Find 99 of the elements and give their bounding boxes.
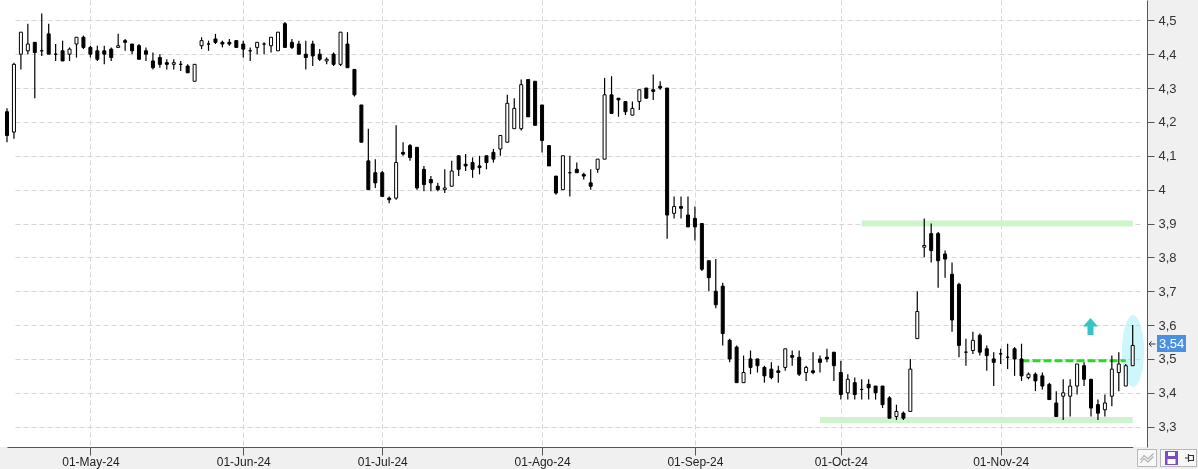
candlestick <box>991 351 996 387</box>
y-tick-label: 3,5 <box>1158 351 1177 367</box>
candlestick <box>456 155 461 177</box>
candlestick <box>102 45 107 65</box>
y-tick-label: 3,3 <box>1158 419 1177 435</box>
candlestick <box>442 168 447 194</box>
candlestick <box>547 145 551 167</box>
candlestick <box>380 170 385 198</box>
candlestick <box>401 141 406 157</box>
candlestick <box>282 21 287 49</box>
y-tick-label: 4,2 <box>1158 114 1177 130</box>
candlestick <box>811 351 816 375</box>
candlestick <box>797 349 802 377</box>
candlestick <box>748 349 753 375</box>
candlestick <box>804 365 809 382</box>
candlestick <box>143 46 148 62</box>
candlestick <box>449 160 454 187</box>
candlestick <box>706 260 711 292</box>
x-tick-label: 01-Jun-24 <box>216 454 272 469</box>
candlestick <box>679 195 684 220</box>
candlestick <box>1075 363 1080 396</box>
candlestick <box>60 40 65 62</box>
candlestick <box>824 348 829 363</box>
candlestick <box>421 165 426 192</box>
candlestick <box>880 385 885 409</box>
candlestick <box>310 40 315 67</box>
y-tick-label: 4,1 <box>1158 148 1177 164</box>
candlestick <box>18 31 23 71</box>
candlestick <box>616 97 621 118</box>
candlestick <box>637 89 642 111</box>
candlestick <box>553 175 558 196</box>
candlestick <box>977 332 982 357</box>
x-tick-label: 01-May-24 <box>62 454 120 469</box>
y-tick-label: 3,8 <box>1158 249 1177 265</box>
candlestick <box>783 348 788 372</box>
candlestick <box>1130 324 1135 367</box>
candlestick <box>1082 361 1087 387</box>
candlestick <box>1061 378 1066 421</box>
candlestick <box>428 175 433 192</box>
y-tick-label: 3,9 <box>1158 216 1177 231</box>
x-tick-label: 01-Sep-24 <box>667 454 724 469</box>
text: 3,54 <box>1157 335 1187 353</box>
candlestick <box>692 205 697 242</box>
y-tick-label: 4,4 <box>1158 46 1177 62</box>
candlestick <box>512 97 517 130</box>
candlestick <box>345 31 350 69</box>
y-tick-label: 4 <box>1158 182 1166 198</box>
candlestick <box>831 351 836 382</box>
candlestick <box>929 222 934 264</box>
x-tick-label: 01-Jul-24 <box>357 454 409 469</box>
x-tick-label: 01-Ago-24 <box>514 454 571 469</box>
candlestick <box>852 376 857 401</box>
candlestick <box>74 36 79 59</box>
candlestick <box>1095 398 1100 421</box>
candlestick <box>672 195 677 220</box>
candlestick <box>470 156 475 179</box>
candlestick <box>845 373 850 401</box>
candlestick <box>1019 343 1024 382</box>
candlestick <box>609 75 614 115</box>
candlestick <box>498 134 503 157</box>
candlestick <box>651 73 656 101</box>
candlestick <box>1033 371 1038 392</box>
candlestick <box>32 41 37 99</box>
candlestick <box>5 107 9 143</box>
candlestick <box>970 331 975 355</box>
candlestick <box>1123 363 1128 387</box>
candlestick <box>818 354 823 374</box>
y-tick-label: 3,6 <box>1158 317 1177 333</box>
candlestick <box>741 354 746 384</box>
candlestick <box>46 23 51 55</box>
candlestick <box>685 195 690 228</box>
candlestick <box>1068 378 1073 418</box>
candlestick <box>262 41 267 55</box>
candlestick <box>588 168 593 191</box>
candlestick <box>25 23 30 55</box>
candlestick <box>943 249 948 279</box>
candlestick <box>1012 346 1017 377</box>
candlestick <box>866 378 871 401</box>
candlestick <box>984 344 989 372</box>
candlestick <box>1116 351 1121 392</box>
y-tick-label: 4,3 <box>1158 80 1177 96</box>
candlestick <box>727 338 732 363</box>
candlestick <box>887 395 892 419</box>
candlestick <box>150 51 155 71</box>
y-tick-label: 3,4 <box>1158 385 1177 401</box>
candlestick <box>838 360 843 401</box>
candlestick <box>123 38 128 52</box>
candlestick <box>373 158 378 189</box>
candlestick <box>303 40 308 71</box>
candlestick <box>922 217 927 258</box>
candlestick <box>713 258 718 309</box>
candlestick <box>276 31 280 52</box>
candlestick <box>477 155 482 175</box>
x-tick-label: 01-Oct-24 <box>814 454 869 469</box>
y-tick-label: 3,7 <box>1158 283 1177 299</box>
y-tick-label: 4,5 <box>1158 12 1177 28</box>
candlestick <box>1054 390 1059 418</box>
x-tick-label: 01-Nov-24 <box>973 454 1030 469</box>
candlestick <box>1102 393 1107 418</box>
